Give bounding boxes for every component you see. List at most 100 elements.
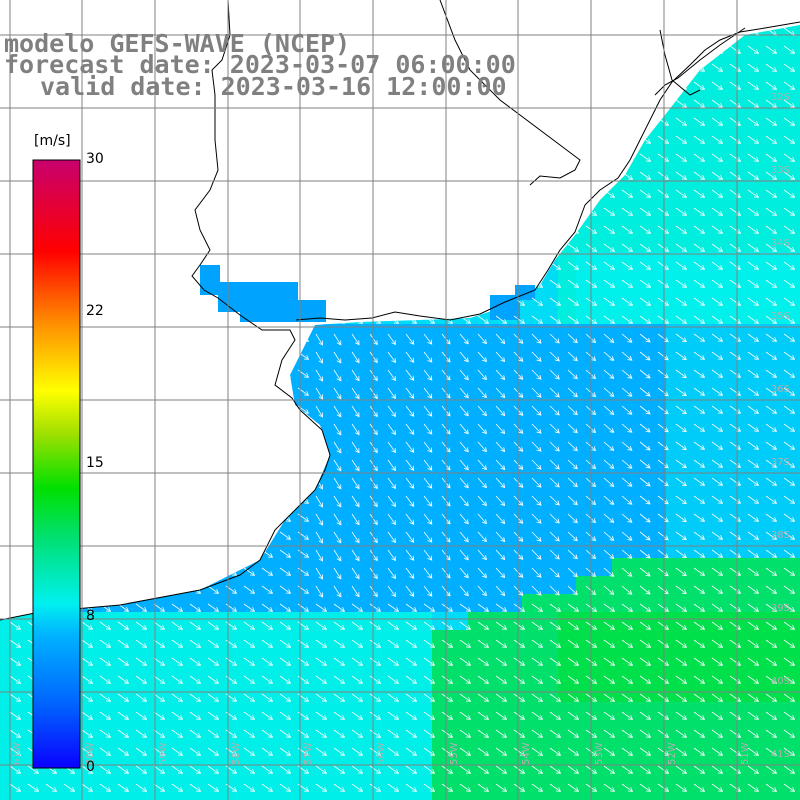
wind-arrow xyxy=(531,189,542,197)
wind-cell xyxy=(594,25,613,37)
wind-cell xyxy=(522,594,541,613)
wind-arrow xyxy=(585,351,595,360)
wind-cell xyxy=(306,450,325,469)
wind-arrow xyxy=(459,99,470,107)
wind-cell xyxy=(540,612,559,631)
wind-arrow xyxy=(549,45,560,53)
wind-arrow xyxy=(207,477,218,485)
wind-arrow xyxy=(621,117,632,125)
wind-cell xyxy=(144,486,163,505)
wind-cell xyxy=(468,594,487,613)
wind-cell xyxy=(72,126,91,145)
wind-cell xyxy=(198,630,217,649)
wind-arrow xyxy=(711,81,722,89)
wind-arrow xyxy=(261,405,272,413)
wind-cell xyxy=(0,666,19,685)
wind-cell xyxy=(90,540,109,559)
wind-cell xyxy=(360,720,379,739)
wind-arrow xyxy=(459,297,470,305)
wind-cell xyxy=(180,378,199,397)
wind-arrow xyxy=(261,117,272,125)
wind-arrow xyxy=(189,225,200,233)
wind-arrow xyxy=(423,405,431,416)
wind-cell xyxy=(432,342,451,361)
wind-cell xyxy=(324,432,343,451)
wind-arrow xyxy=(549,225,560,233)
wind-arrow xyxy=(585,333,595,342)
wind-cell xyxy=(18,630,37,649)
wind-cell xyxy=(288,702,307,721)
wind-arrow xyxy=(351,351,359,362)
wind-cell xyxy=(702,342,721,361)
wind-arrow xyxy=(513,135,524,143)
wind-cell xyxy=(432,198,451,217)
wind-arrow xyxy=(333,441,340,452)
wind-cell xyxy=(252,738,271,757)
wind-arrow xyxy=(225,495,236,503)
wind-cell xyxy=(0,558,19,577)
wind-cell xyxy=(450,486,469,505)
wind-cell xyxy=(576,666,595,685)
lat-label: 41S xyxy=(771,749,790,760)
wind-cell xyxy=(234,414,253,433)
wind-cell xyxy=(162,216,181,235)
wind-cell xyxy=(720,144,739,163)
wind-arrow xyxy=(747,279,758,287)
wind-cell xyxy=(378,666,397,685)
wind-cell xyxy=(504,126,523,145)
wind-arrow xyxy=(783,171,794,179)
wind-arrow xyxy=(441,243,452,251)
wind-arrow xyxy=(405,189,416,197)
wind-cell xyxy=(342,612,361,631)
wind-cell xyxy=(684,306,703,325)
wind-cell xyxy=(594,90,613,109)
wind-arrow xyxy=(639,153,650,161)
wind-cell xyxy=(450,612,469,631)
wind-arrow xyxy=(225,189,236,197)
wind-arrow xyxy=(262,10,272,17)
wind-arrow xyxy=(261,441,272,449)
wind-cell xyxy=(486,648,505,667)
wind-cell xyxy=(612,468,631,487)
wind-cell xyxy=(90,648,109,667)
wind-cell xyxy=(684,216,703,235)
wind-cell xyxy=(684,504,703,523)
wind-arrow xyxy=(9,567,20,575)
wind-arrow xyxy=(423,225,434,233)
wind-arrow xyxy=(405,207,416,215)
wind-cell xyxy=(0,648,19,667)
wind-cell xyxy=(108,540,127,559)
wind-cell xyxy=(0,144,19,163)
wind-cell xyxy=(738,594,757,613)
wind-cell xyxy=(414,396,433,415)
wind-cell xyxy=(558,252,577,271)
wind-cell xyxy=(342,288,361,307)
wind-arrow xyxy=(189,567,200,575)
wind-cell xyxy=(684,234,703,253)
wind-arrow xyxy=(765,171,776,179)
wind-cell xyxy=(126,0,145,19)
wind-arrow xyxy=(351,171,362,179)
wind-cell xyxy=(396,216,415,235)
wind-cell xyxy=(720,594,739,613)
wind-cell xyxy=(396,25,415,37)
wind-cell xyxy=(738,90,757,109)
wind-cell xyxy=(0,198,19,217)
wind-arrow xyxy=(333,351,340,362)
wind-cell xyxy=(414,450,433,469)
wind-arrow xyxy=(621,99,632,107)
wind-cell xyxy=(684,144,703,163)
wind-cell xyxy=(612,450,631,469)
wind-cell xyxy=(270,486,289,505)
wind-cell xyxy=(630,342,649,361)
wind-cell xyxy=(540,90,559,109)
wind-cell xyxy=(612,252,631,271)
wind-cell xyxy=(612,108,631,127)
wind-arrow xyxy=(135,189,146,197)
wind-arrow xyxy=(765,99,776,107)
wind-arrow xyxy=(567,243,578,251)
wind-arrow xyxy=(783,297,794,305)
wind-cell xyxy=(774,396,793,415)
wind-arrow xyxy=(783,27,794,35)
wind-cell xyxy=(648,360,667,379)
